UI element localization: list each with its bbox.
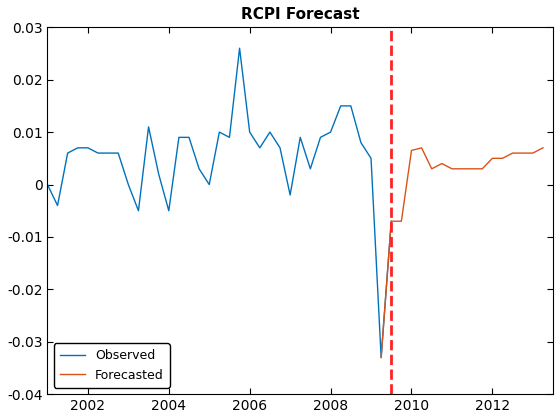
Line: Observed: Observed	[48, 48, 391, 357]
Forecasted	[378, 355, 385, 360]
Observed	[226, 135, 233, 140]
Forecasted	[479, 166, 486, 171]
Forecasted	[438, 161, 445, 166]
Observed	[357, 140, 364, 145]
Observed	[206, 182, 213, 187]
Forecasted	[459, 166, 465, 171]
Observed	[64, 150, 71, 155]
Observed	[54, 203, 61, 208]
Observed	[347, 103, 354, 108]
Forecasted	[428, 166, 435, 171]
Observed	[165, 208, 172, 213]
Observed	[85, 145, 91, 150]
Observed	[236, 46, 243, 51]
Observed	[216, 130, 223, 135]
Forecasted	[388, 219, 395, 224]
Forecasted	[529, 150, 536, 155]
Observed	[297, 135, 304, 140]
Forecasted	[408, 148, 415, 153]
Observed	[277, 145, 283, 150]
Forecasted	[540, 145, 547, 150]
Forecasted	[418, 145, 425, 150]
Observed	[256, 145, 263, 150]
Observed	[115, 150, 122, 155]
Forecasted	[398, 219, 405, 224]
Observed	[74, 145, 81, 150]
Observed	[155, 171, 162, 176]
Observed	[267, 130, 273, 135]
Forecasted	[509, 150, 516, 155]
Line: Forecasted: Forecasted	[381, 148, 543, 357]
Observed	[327, 130, 334, 135]
Observed	[95, 150, 101, 155]
Observed	[186, 135, 193, 140]
Observed	[307, 166, 314, 171]
Observed	[175, 135, 182, 140]
Forecasted	[449, 166, 455, 171]
Observed	[135, 208, 142, 213]
Title: RCPI Forecast: RCPI Forecast	[241, 7, 360, 22]
Observed	[368, 156, 375, 161]
Observed	[125, 182, 132, 187]
Forecasted	[519, 150, 526, 155]
Observed	[337, 103, 344, 108]
Observed	[145, 124, 152, 129]
Forecasted	[489, 156, 496, 161]
Observed	[388, 219, 395, 224]
Legend: Observed, Forecasted: Observed, Forecasted	[54, 343, 170, 388]
Observed	[246, 130, 253, 135]
Observed	[287, 192, 293, 197]
Observed	[44, 182, 51, 187]
Observed	[196, 166, 203, 171]
Observed	[317, 135, 324, 140]
Observed	[105, 150, 111, 155]
Forecasted	[499, 156, 506, 161]
Forecasted	[469, 166, 475, 171]
Observed	[378, 355, 385, 360]
